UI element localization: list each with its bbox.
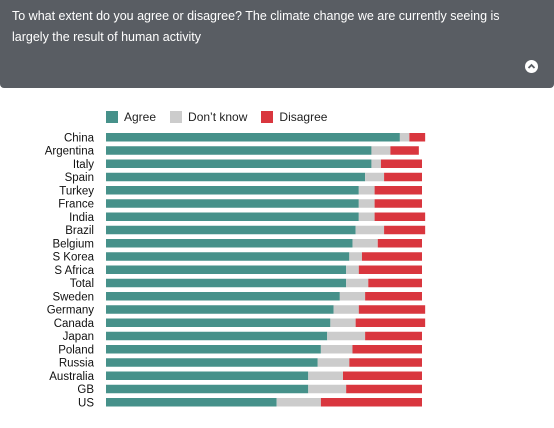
category-label-brazil: Brazil [65,225,94,237]
bar-dont-know-s-korea[interactable] [349,252,362,261]
bar-disagree-total[interactable] [368,278,422,288]
bar-disagree-s-korea[interactable] [361,252,422,261]
question-text: To what extent do you agree or disagree?… [12,9,500,44]
bar-disagree-india[interactable] [374,212,426,222]
bar-disagree-china[interactable] [409,133,426,142]
bar-agree-s-korea[interactable] [106,252,350,261]
bar-agree-spain[interactable] [106,172,366,182]
bar-agree-russia[interactable] [106,358,318,367]
bar-dont-know-spain[interactable] [365,172,385,182]
collapse-button[interactable] [525,60,538,73]
bar-dont-know-japan[interactable] [327,331,366,341]
bar-dont-know-total[interactable] [346,278,369,288]
bar-disagree-brazil[interactable] [384,225,426,235]
bar-dont-know-argentina[interactable] [371,146,391,155]
bar-disagree-germany[interactable] [358,305,426,314]
bar-agree-india[interactable] [106,212,359,222]
bar-dont-know-france[interactable] [358,199,375,208]
chevron-up-icon [527,63,536,69]
bar-dont-know-turkey[interactable] [358,186,375,195]
bar-disagree-poland[interactable] [352,345,422,354]
category-label-gb: GB [77,384,94,396]
bar-agree-canada[interactable] [106,318,331,328]
bar-dont-know-poland[interactable] [320,345,353,354]
bar-disagree-japan[interactable] [365,331,422,341]
bar-dont-know-china[interactable] [399,133,410,142]
bar-agree-s-africa[interactable] [106,265,347,275]
bar-disagree-gb[interactable] [346,384,422,394]
bar-disagree-canada[interactable] [355,318,426,328]
bar-dont-know-belgium[interactable] [352,239,378,248]
bar-agree-germany[interactable] [106,305,334,314]
bar-agree-australia[interactable] [106,371,309,381]
bar-dont-know-germany[interactable] [333,305,359,314]
bar-dont-know-australia[interactable] [308,371,343,381]
category-label-japan: Japan [63,331,94,343]
category-label-spain: Spain [65,172,94,184]
bar-agree-argentina[interactable] [106,146,372,155]
category-label-total: Total [70,278,94,290]
bar-agree-china[interactable] [106,133,400,142]
bar-agree-gb[interactable] [106,384,309,394]
category-label-us: US [78,397,94,409]
bar-agree-france[interactable] [106,199,359,208]
category-label-germany: Germany [47,305,95,317]
bar-dont-know-canada[interactable] [330,318,356,328]
bar-disagree-s-africa[interactable] [358,265,422,275]
bar-disagree-spain[interactable] [384,172,422,182]
bar-dont-know-gb[interactable] [308,384,347,394]
bar-agree-belgium[interactable] [106,239,353,248]
bar-disagree-argentina[interactable] [390,146,419,155]
bar-agree-sweden[interactable] [106,292,340,301]
legend-item-disagree[interactable]: Disagree [261,110,327,124]
bar-disagree-russia[interactable] [349,358,422,367]
bar-disagree-us[interactable] [320,398,422,407]
bar-agree-poland[interactable] [106,345,321,354]
category-label-australia: Australia [49,371,94,383]
bar-disagree-italy[interactable] [380,159,422,169]
bar-dont-know-italy[interactable] [371,159,381,169]
bar-disagree-sweden[interactable] [365,292,422,301]
category-label-russia: Russia [59,358,95,370]
bar-disagree-belgium[interactable] [377,239,422,248]
question-header: To what extent do you agree or disagree?… [0,0,554,88]
category-label-china: China [64,132,95,144]
category-label-sweden: Sweden [52,291,94,303]
category-label-france: France [58,199,94,211]
category-label-italy: Italy [73,159,94,171]
legend-label-disagree: Disagree [279,110,328,124]
legend-label-dont-know: Don’t know [188,110,248,124]
category-label-poland: Poland [58,344,94,356]
bar-dont-know-russia[interactable] [317,358,350,367]
bar-agree-brazil[interactable] [106,225,356,235]
category-label-belgium: Belgium [52,238,94,250]
category-label-s-africa: S Africa [54,265,94,277]
legend-swatch-disagree [261,111,274,123]
category-label-s-korea: S Korea [52,252,94,264]
chart-legend: Agree Don’t know Disagree [106,109,341,125]
category-label-argentina: Argentina [45,146,95,158]
legend-label-agree: Agree [124,110,157,124]
bar-dont-know-sweden[interactable] [339,292,366,301]
bar-disagree-turkey[interactable] [374,186,422,195]
legend-item-dont-know[interactable]: Don’t know [170,110,247,124]
legend-swatch-agree [106,111,118,123]
category-label-turkey: Turkey [59,185,94,197]
bar-disagree-australia[interactable] [343,371,422,381]
bar-dont-know-india[interactable] [358,212,375,222]
bar-agree-italy[interactable] [106,159,372,169]
bar-dont-know-s-africa[interactable] [346,265,359,275]
bar-agree-total[interactable] [106,278,347,288]
legend-item-agree[interactable]: Agree [106,110,156,124]
bar-agree-turkey[interactable] [106,186,359,195]
legend-swatch-dont-know [170,111,183,123]
bar-agree-japan[interactable] [106,331,328,341]
bar-agree-us[interactable] [106,398,277,407]
bar-disagree-france[interactable] [374,199,422,208]
bar-dont-know-brazil[interactable] [355,225,385,235]
category-label-canada: Canada [54,318,95,330]
bar-dont-know-us[interactable] [276,398,321,407]
category-label-india: India [69,212,95,224]
